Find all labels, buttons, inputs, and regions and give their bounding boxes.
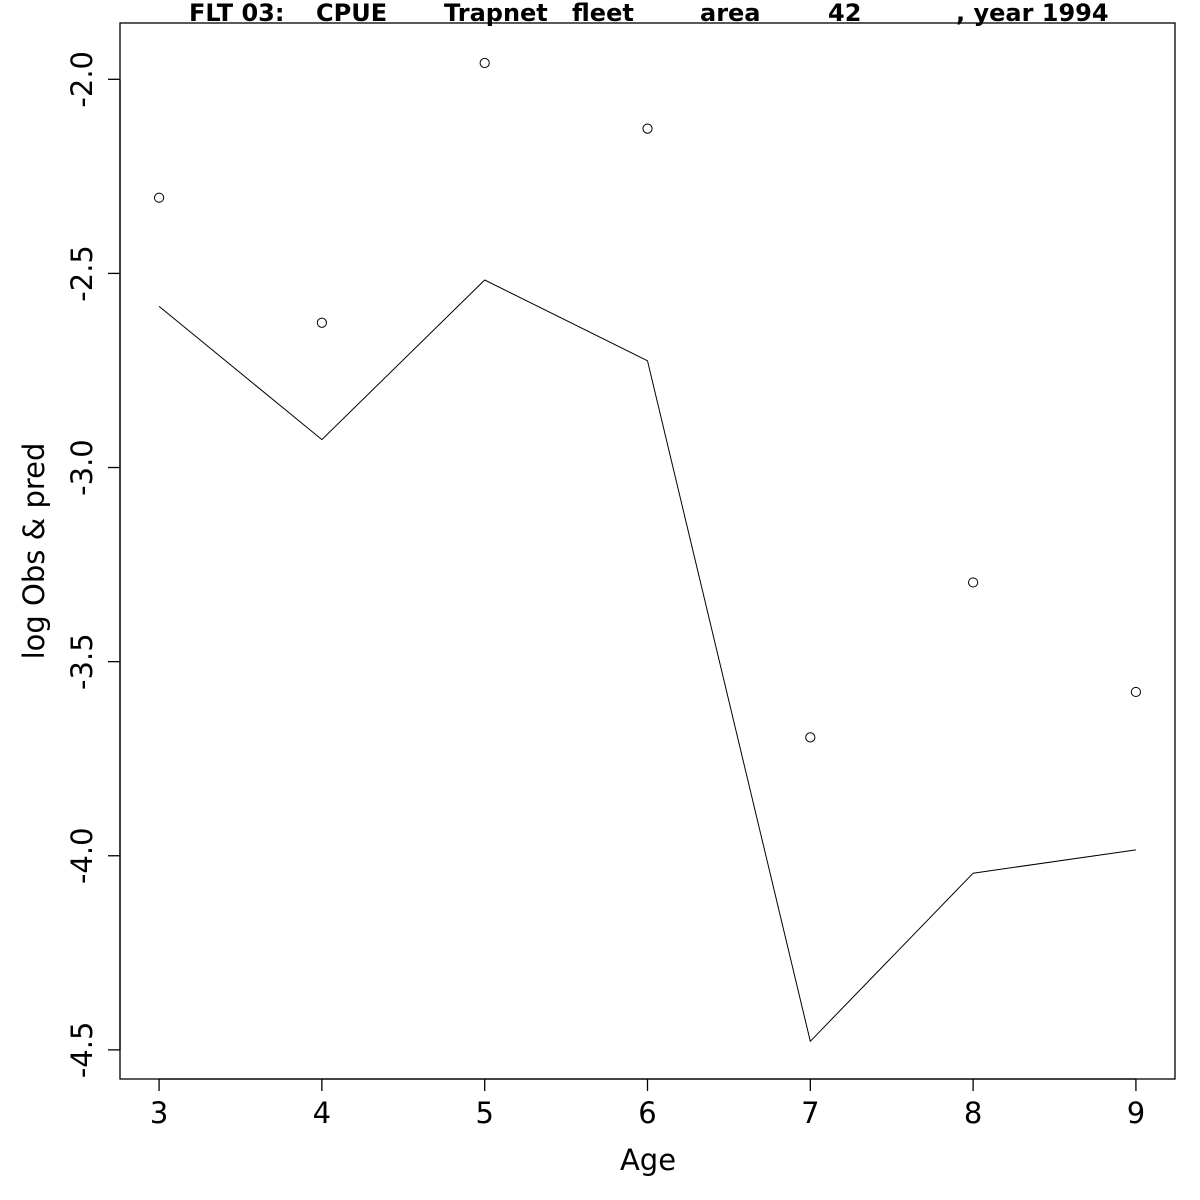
observed-point [316,317,327,328]
y-tick-label: -3.5 [65,633,99,690]
x-axis: 3 4 5 6 7 8 9 [150,1078,1145,1130]
observed-point [805,732,816,743]
y-axis: -2.0 -2.5 -3.0 -3.5 -4.0 -4.5 [65,51,121,1079]
x-tick-label: 7 [801,1096,819,1130]
y-tick-label: -3.0 [65,439,99,496]
x-tick-label: 3 [150,1096,168,1130]
plot-frame [119,22,1176,1080]
observed-point [1130,686,1142,698]
observed-point [479,57,490,69]
x-tick-label: 5 [475,1096,493,1130]
x-tick-label: 6 [638,1096,656,1130]
x-tick-label: 4 [313,1096,331,1130]
predicted-line [158,279,1136,1043]
y-tick-label: -4.0 [65,827,99,884]
x-axis-title: Age [620,1143,676,1177]
observed-point [968,577,979,588]
observed-series [153,57,1142,743]
y-tick-label: -2.5 [65,245,99,302]
observed-point [642,123,653,134]
x-tick-label: 8 [964,1096,982,1130]
y-tick-label: -4.5 [65,1022,99,1079]
observed-point [153,192,165,203]
y-axis-title: log Obs & pred [17,443,51,660]
predicted-series [158,279,1136,1043]
y-tick-label: -2.0 [65,51,99,108]
x-tick-label: 9 [1127,1096,1145,1130]
